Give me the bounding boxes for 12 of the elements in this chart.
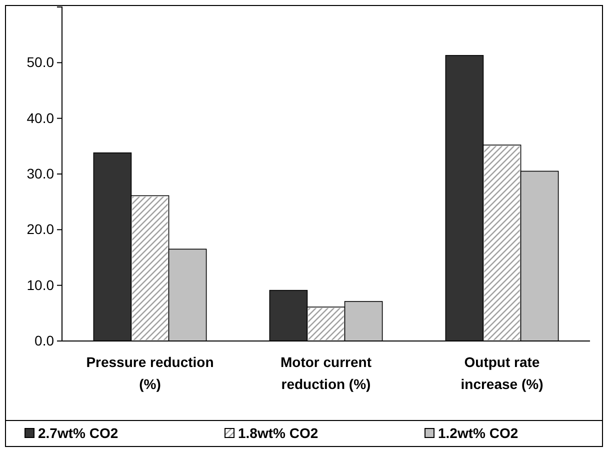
y-tick-label: 0.0 xyxy=(34,332,54,348)
y-tick-label: 10.0 xyxy=(26,276,54,293)
legend-label: 2.7wt% CO2 xyxy=(38,425,118,441)
legend-label: 1.2wt% CO2 xyxy=(438,425,518,441)
legend-label: 1.8wt% CO2 xyxy=(238,425,318,441)
x-tick-label: Output rate increase (%) xyxy=(460,354,544,392)
x-tick-label: Motor current reduction (%) xyxy=(280,354,372,392)
x-tick-label: Pressure reduction (%) xyxy=(86,354,214,392)
y-tick-label: 30.0 xyxy=(26,165,54,182)
y-tick-label: 20.0 xyxy=(26,221,54,238)
y-tick-label: 50.0 xyxy=(26,54,54,70)
y-tick-label: 40.0 xyxy=(26,110,54,126)
